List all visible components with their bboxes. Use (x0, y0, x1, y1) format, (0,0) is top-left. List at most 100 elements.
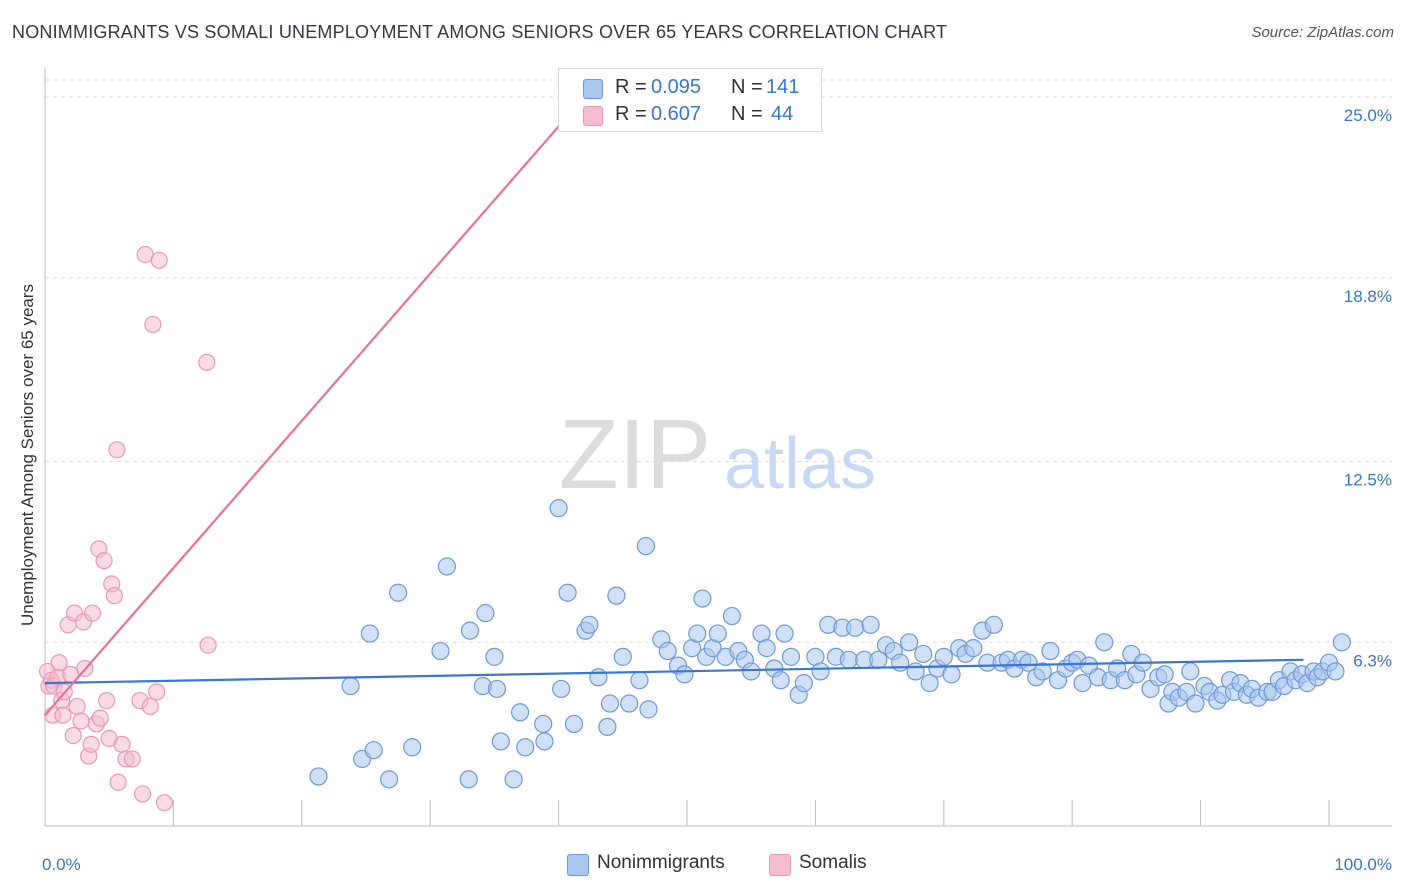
nonimmigrants-point (775, 624, 794, 643)
nonimmigrants-point (580, 615, 599, 634)
nonimmigrants-point (431, 641, 450, 661)
somalis-point (144, 315, 162, 334)
nonimmigrants-point (485, 647, 504, 666)
nonimmigrants-points (309, 499, 1351, 789)
somalis-point (91, 709, 109, 727)
nonimmigrants-point (984, 615, 1003, 634)
trend-lines (44, 96, 1304, 716)
nonimmigrants-point (516, 738, 535, 757)
somalis-point (148, 683, 166, 701)
x-tick-label: 0.0% (42, 855, 81, 874)
nonimmigrants-point (437, 557, 456, 576)
nonimmigrants-point (1019, 653, 1038, 672)
somalis-point (113, 735, 131, 753)
somalis-point (54, 706, 72, 724)
bottom-legend-label: Somalis (799, 852, 867, 873)
somalis-point (98, 692, 116, 710)
legend-swatch-somalis (583, 106, 603, 126)
nonimmigrants-point (487, 679, 507, 699)
nonimmigrants-point (914, 644, 933, 664)
nonimmigrants-point (613, 647, 632, 666)
nonimmigrants-point (558, 583, 577, 602)
nonimmigrants-point (658, 641, 677, 661)
nonimmigrants-point (389, 583, 408, 602)
nonimmigrants-point (1041, 641, 1060, 661)
nonimmigrants-point (781, 647, 801, 666)
legend-n-label: N = (731, 76, 763, 98)
nonimmigrants-point (360, 624, 379, 643)
nonimmigrants-point (900, 633, 919, 652)
correlation-legend: R = 0.095 N = 141 R = 0.607 N = 44 (558, 68, 822, 132)
nonimmigrants-point (1181, 662, 1200, 681)
nonimmigrants-point (688, 624, 707, 643)
somalis-point (95, 552, 113, 570)
legend-swatch-nonimmigrants (583, 79, 603, 99)
legend-n-value: 44 (771, 103, 794, 125)
y-tick-label: 18.8% (1344, 287, 1392, 306)
somalis-point (199, 636, 217, 654)
nonimmigrants-point (846, 618, 865, 637)
bottom-legend-swatch-somalis (769, 854, 791, 876)
legend-n-label: N = (731, 103, 763, 125)
somalis-point (133, 785, 152, 803)
nonimmigrants-point (861, 615, 880, 634)
nonimmigrants-point (552, 679, 571, 699)
nonimmigrants-point (920, 674, 939, 693)
nonimmigrants-point (942, 665, 961, 684)
somalis-point (105, 587, 123, 605)
nonimmigrants-point (794, 674, 813, 693)
source-label: Source: ZipAtlas.com (1251, 24, 1394, 41)
watermark-atlas: atlas (724, 424, 876, 504)
nonimmigrants-point (403, 738, 422, 757)
somalis-point (83, 604, 102, 622)
somalis-point (68, 697, 86, 716)
nonimmigrants-point (1326, 662, 1345, 681)
nonimmigrants-point (535, 732, 554, 751)
nonimmigrants-point (460, 621, 480, 640)
legend-r-value: 0.095 (651, 76, 702, 98)
somalis-point (82, 735, 100, 753)
somalis-point (141, 697, 159, 716)
nonimmigrants-point (510, 703, 530, 722)
nonimmigrants-point (757, 639, 776, 658)
somalis-point (50, 654, 68, 672)
nonimmigrants-point (693, 589, 712, 608)
nonimmigrants-point (630, 671, 649, 690)
nonimmigrants-point (309, 767, 328, 786)
chart-title: NONIMMIGRANTS VS SOMALI UNEMPLOYMENT AMO… (12, 22, 948, 42)
somalis-point (150, 251, 168, 269)
nonimmigrants-point (1033, 662, 1052, 681)
y-tick-label: 6.3% (1353, 651, 1392, 670)
bottom-legend-swatch-nonimmigrants (567, 854, 589, 876)
nonimmigrants-point (341, 676, 360, 696)
nonimmigrants-point (1332, 633, 1351, 652)
somalis-points (38, 245, 217, 812)
nonimmigrants-point (708, 624, 727, 643)
nonimmigrants-point (598, 717, 617, 736)
tick-labels: 6.3% 12.5% 18.8% 25.0% 0.0% 100.0% (42, 106, 1392, 874)
nonimmigrants-point (364, 741, 383, 760)
nonimmigrants-point (771, 671, 790, 690)
grid-lines (45, 79, 1392, 643)
nonimmigrants-point (600, 694, 620, 713)
nonimmigrants-point (811, 662, 830, 681)
watermark-zip: ZIP (559, 399, 711, 509)
nonimmigrants-point (722, 606, 742, 626)
nonimmigrants-point (906, 662, 925, 681)
nonimmigrants-point (636, 536, 656, 556)
legend-r-value: 0.607 (651, 103, 702, 125)
bottom-legend-label: Nonimmigrants (597, 852, 725, 873)
nonimmigrants-point (620, 694, 639, 713)
nonimmigrants-point (1155, 665, 1174, 684)
nonimmigrants-point (1186, 694, 1205, 713)
nonimmigrants-point (534, 714, 553, 734)
nonimmigrants-point (504, 770, 523, 789)
x-tick-label: 100.0% (1334, 855, 1392, 874)
nonimmigrants-point (607, 586, 626, 605)
nonimmigrants-point (839, 650, 858, 669)
nonimmigrants-point (964, 639, 983, 658)
somalis-point (155, 794, 174, 812)
somalis-point (123, 750, 141, 768)
somalis-point (109, 773, 127, 791)
